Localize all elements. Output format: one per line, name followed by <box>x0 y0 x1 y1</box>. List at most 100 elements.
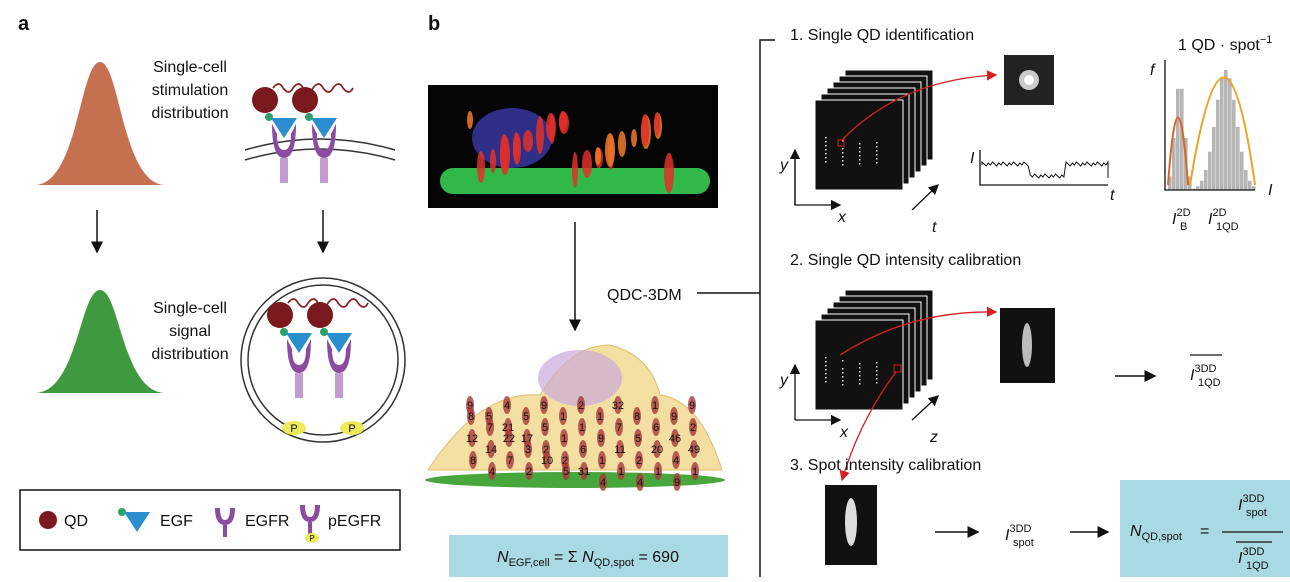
speck <box>842 380 844 382</box>
speck <box>859 375 861 377</box>
spot-count: 1 <box>652 400 658 412</box>
speck <box>876 154 878 156</box>
spot-count: 11 <box>614 444 625 456</box>
axis-label: y <box>779 372 789 389</box>
signal-blob <box>631 129 637 147</box>
egf <box>305 113 313 121</box>
legend-qd <box>39 511 57 529</box>
subscript: B <box>1180 221 1187 233</box>
subscript: QD,spot <box>1142 531 1182 543</box>
subscript: spot <box>1246 507 1267 519</box>
result: = 690 <box>634 549 679 566</box>
receptor-complex <box>267 299 368 435</box>
signal-blob <box>605 133 615 167</box>
spot-count: 4 <box>504 400 510 412</box>
speck <box>859 151 861 153</box>
speck <box>825 373 827 375</box>
speck <box>825 377 827 379</box>
speck <box>825 381 827 383</box>
speck <box>842 148 844 150</box>
speck <box>842 372 844 374</box>
legend-label: EGFR <box>245 513 289 530</box>
step-title: 1. Single QD identification <box>790 27 974 44</box>
signal-distribution <box>35 290 165 393</box>
symbol: N <box>497 549 509 566</box>
spot-count: 14 <box>485 444 497 456</box>
spot-count: 46 <box>669 433 681 445</box>
signal-blob <box>477 151 485 183</box>
spot-count: 22 <box>503 433 515 445</box>
result: I3DD1QD <box>1190 363 1221 389</box>
spot-count: 5 <box>523 411 529 423</box>
spot-count: 4 <box>637 477 643 489</box>
subscript: QD,spot <box>594 557 634 569</box>
spot-count: 2 <box>578 400 584 412</box>
speck <box>859 143 861 145</box>
trace-axes <box>980 150 1108 185</box>
spot-count: 12 <box>466 433 478 445</box>
superscript: −1 <box>1260 34 1273 46</box>
legend-label: QD <box>64 513 88 530</box>
spot-count: 32 <box>612 400 624 412</box>
speck <box>842 160 844 162</box>
legend-egf <box>124 512 150 532</box>
legend-egfr <box>215 508 235 537</box>
symbol: N <box>582 549 594 566</box>
spot-count: 5 <box>635 433 641 445</box>
frame <box>815 320 903 410</box>
spot-count: 2 <box>526 466 532 478</box>
speck <box>825 141 827 143</box>
speck <box>842 376 844 378</box>
qd-spot <box>1024 75 1034 85</box>
speck <box>859 163 861 165</box>
egf <box>280 328 288 336</box>
hist-bar <box>1172 138 1176 190</box>
blink-trace <box>982 162 1108 178</box>
speck <box>859 371 861 373</box>
spot-count: 8 <box>634 411 640 423</box>
superscript: 3DD <box>1009 523 1031 535</box>
label: stimulation <box>152 82 228 99</box>
speck <box>842 360 844 362</box>
axis-label: y <box>779 157 789 174</box>
hist-bar <box>1216 100 1220 190</box>
speck <box>876 142 878 144</box>
subscript: 1QD <box>1198 377 1221 389</box>
spot-count: 9 <box>598 433 604 445</box>
hist-bar <box>1224 70 1228 190</box>
hist-bar <box>1204 170 1208 190</box>
egf <box>320 328 328 336</box>
signal-blob <box>664 153 674 193</box>
spot-count: 1 <box>655 466 661 478</box>
label: distribution <box>151 105 228 122</box>
spot-count: 9 <box>541 400 547 412</box>
step-title: 3. Spot intensity calibration <box>790 457 981 474</box>
receptor-complex <box>245 84 395 183</box>
speck <box>825 361 827 363</box>
egf <box>265 113 273 121</box>
axis-label: I <box>1268 182 1273 199</box>
speck <box>842 152 844 154</box>
label: distribution <box>151 346 228 363</box>
speck <box>876 162 878 164</box>
signal-blob <box>513 132 519 162</box>
signal-blob <box>536 116 544 154</box>
hist-bar <box>1248 181 1252 190</box>
signal-blob <box>559 111 567 131</box>
speck <box>842 164 844 166</box>
spot <box>845 498 857 546</box>
subscript: 1QD <box>1246 560 1269 572</box>
speck <box>825 161 827 163</box>
superscript: 3DD <box>1194 363 1216 375</box>
signal-blob <box>467 111 473 129</box>
spot-intensity: I3DDspot <box>1005 523 1034 549</box>
axis-label: t <box>1110 187 1115 204</box>
speck <box>825 145 827 147</box>
bracket <box>760 40 775 577</box>
operator: = <box>1200 523 1209 540</box>
signal-blob <box>523 130 533 152</box>
method-label: QDC-3DM <box>607 287 682 304</box>
symbol: N <box>1130 523 1142 540</box>
spot-count: 3 <box>525 444 531 456</box>
superscript: 3DD <box>1242 493 1264 505</box>
